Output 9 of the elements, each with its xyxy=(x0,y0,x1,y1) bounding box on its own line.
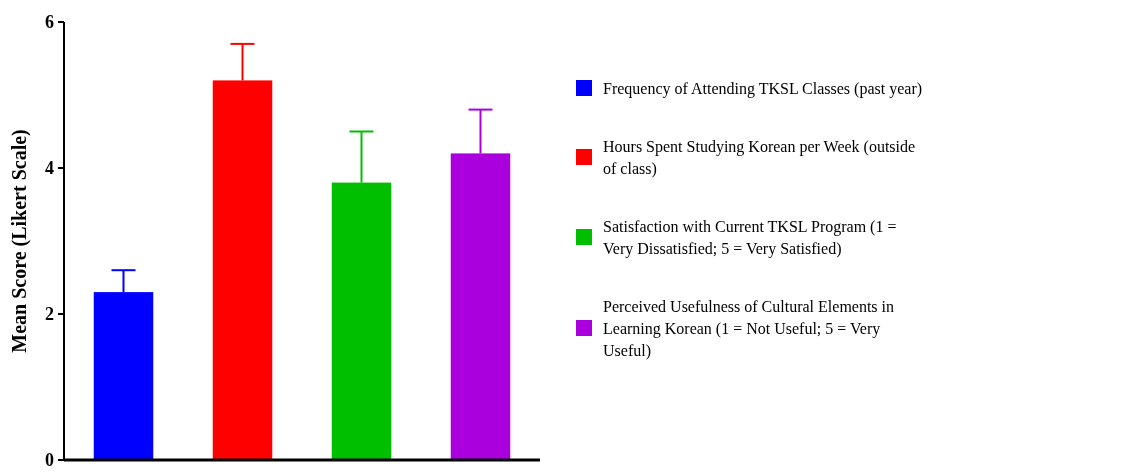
legend-label: Hours Spent Studying Korean per Week (outside of class) xyxy=(603,137,916,178)
y-tick-label: 0 xyxy=(45,450,54,471)
legend-label: Perceived Usefulness of Cultural Elements in Learning Korean (1 = Not Useful; 5 = Very Useful) xyxy=(603,297,895,360)
legend-label: Frequency of Attending TKSL Classes (past year) xyxy=(603,79,923,98)
y-tick-label: 4 xyxy=(45,158,54,179)
y-axis-title: Mean Score (Likert Scale) xyxy=(8,129,31,353)
y-tick-label: 2 xyxy=(45,304,54,325)
legend-label: Satisfaction with Current TKSL Program (1 = Very Dissatisfied; 5 = Very Satisfied) xyxy=(603,217,897,258)
y-tick-label: 6 xyxy=(45,12,54,33)
